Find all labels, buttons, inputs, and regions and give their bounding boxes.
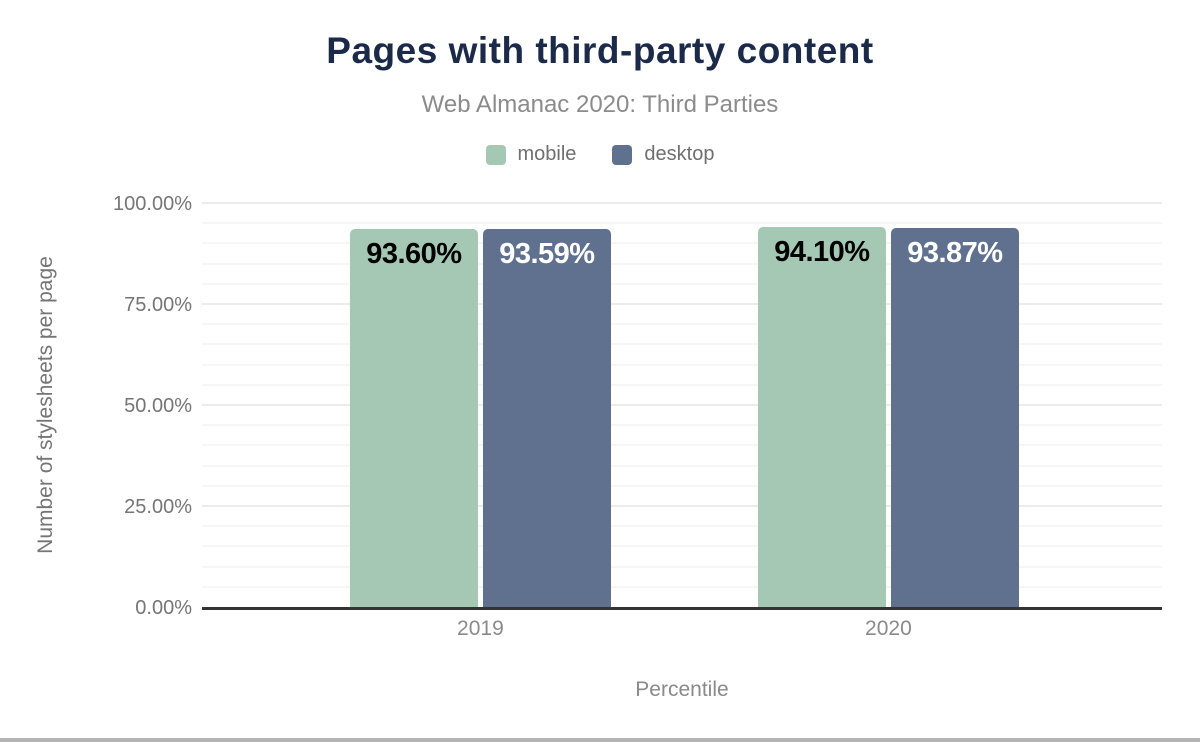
bar-desktop-2020[interactable]: 93.87%: [890, 227, 1019, 607]
y-tick-label-0: 0.00%: [135, 597, 192, 619]
bar-mobile-2019[interactable]: 93.60%: [349, 228, 478, 607]
gridline-65: [202, 343, 1162, 346]
y-tick-label-50: 50.00%: [124, 395, 192, 417]
legend-item-mobile[interactable]: mobile: [485, 143, 577, 166]
x-tick-label-2020: 2020: [865, 617, 912, 640]
bar-desktop-2019[interactable]: 93.59%: [482, 228, 611, 607]
gridline-30: [202, 484, 1162, 487]
bar-value-label-desktop-2019: 93.59%: [499, 237, 595, 270]
y-tick-label-75: 75.00%: [124, 294, 192, 316]
gridline-75: [202, 303, 1162, 305]
legend-label-desktop: desktop: [644, 143, 715, 165]
legend-item-desktop[interactable]: desktop: [612, 143, 714, 166]
gridline-15: [202, 545, 1162, 548]
gridline-45: [202, 424, 1162, 427]
desktop-swatch-icon: [612, 144, 633, 165]
plot-area: 93.60% 93.59% 94.10% 93.87%: [202, 202, 1162, 610]
gridline-40: [202, 444, 1162, 447]
gridline-85: [202, 262, 1162, 265]
gridline-55: [202, 383, 1162, 386]
legend-label-mobile: mobile: [517, 143, 577, 165]
x-axis-title: Percentile: [635, 678, 729, 701]
bar-value-label-mobile-2019: 93.60%: [366, 237, 462, 270]
gridline-35: [202, 464, 1162, 467]
legend: mobile desktop: [0, 143, 1200, 166]
chart-subtitle: Web Almanac 2020: Third Parties: [421, 91, 779, 118]
y-tick-label-100: 100.00%: [113, 193, 192, 215]
gridline-60: [202, 363, 1162, 366]
gridline-20: [202, 525, 1162, 528]
page-divider: [0, 738, 1200, 742]
mobile-swatch-icon: [485, 144, 506, 165]
gridline-5: [202, 585, 1162, 588]
chart-title: Pages with third-party content: [326, 30, 874, 71]
gridline-90: [202, 242, 1162, 245]
bar-value-label-desktop-2020: 93.87%: [907, 236, 1003, 269]
gridline-100: [202, 202, 1162, 204]
gridline-50: [202, 404, 1162, 406]
gridline-80: [202, 282, 1162, 285]
bar-mobile-2020[interactable]: 94.10%: [757, 226, 886, 607]
y-tick-label-25: 25.00%: [124, 496, 192, 518]
x-tick-label-2019: 2019: [457, 617, 504, 640]
gridline-95: [202, 222, 1162, 225]
gridline-10: [202, 565, 1162, 568]
bar-value-label-mobile-2020: 94.10%: [774, 235, 870, 268]
gridline-25: [202, 505, 1162, 507]
gridline-70: [202, 323, 1162, 326]
